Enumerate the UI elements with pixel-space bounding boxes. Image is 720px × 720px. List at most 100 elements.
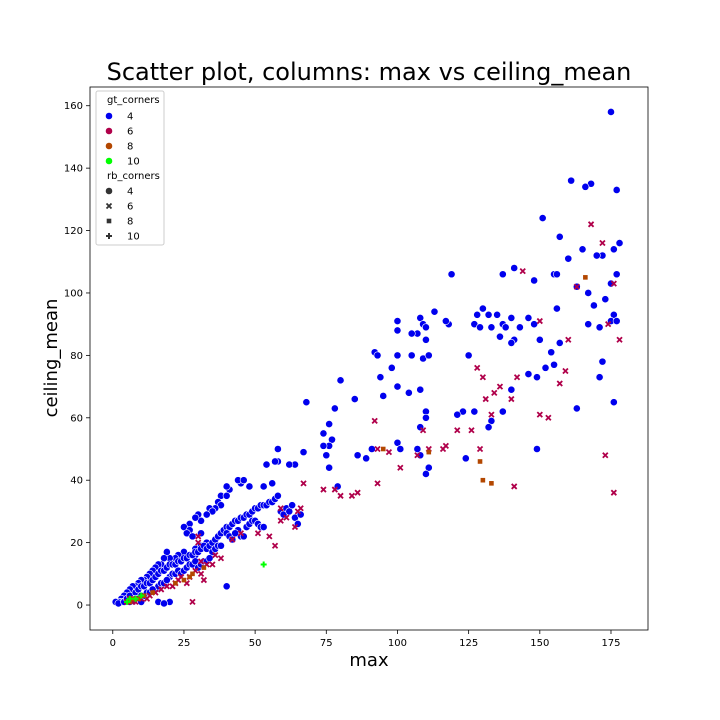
data-point (262, 460, 271, 469)
data-point (374, 445, 381, 453)
data-point (607, 108, 615, 116)
data-point (595, 323, 604, 332)
data-point (612, 186, 621, 194)
points-layer (111, 108, 624, 608)
data-point (488, 411, 495, 418)
data-point (519, 267, 526, 275)
data-point (424, 351, 433, 360)
data-point (612, 317, 621, 325)
data-point (474, 364, 481, 371)
data-point (162, 576, 171, 584)
data-point (556, 380, 563, 387)
data-point (491, 389, 498, 396)
data-point (555, 232, 564, 241)
y-tick-label: 20 (70, 538, 83, 549)
data-point (285, 460, 294, 469)
data-point (205, 554, 214, 563)
data-point (291, 523, 299, 531)
data-point (572, 404, 581, 413)
data-point (325, 463, 334, 472)
data-point (138, 592, 145, 599)
legend-hue-title: gt_corners (107, 95, 160, 106)
data-point (510, 264, 519, 272)
data-point (271, 542, 279, 549)
data-point (562, 367, 569, 375)
data-point (583, 275, 588, 280)
data-point (533, 445, 541, 453)
data-point (555, 338, 564, 347)
data-point (496, 332, 504, 341)
y-tick-label: 40 (70, 476, 83, 487)
data-point (545, 414, 552, 421)
data-point (590, 301, 598, 310)
chart-title: Scatter plot, columns: max vs ceiling_me… (107, 58, 632, 86)
data-point (237, 530, 245, 537)
data-point (511, 483, 518, 490)
data-point (599, 239, 606, 247)
data-point (299, 448, 308, 457)
data-point (260, 561, 267, 568)
data-point (188, 532, 197, 541)
data-point (416, 385, 425, 394)
data-point (538, 214, 547, 222)
data-point (479, 374, 487, 381)
data-point (587, 221, 595, 228)
data-point (419, 427, 427, 434)
data-point (592, 251, 601, 260)
data-point (489, 481, 494, 486)
data-point (612, 270, 621, 279)
data-point (595, 373, 604, 382)
data-point (371, 417, 378, 425)
data-point (231, 529, 240, 538)
data-point (353, 451, 362, 460)
data-point (578, 245, 587, 254)
data-point (602, 452, 609, 459)
data-point (464, 351, 473, 360)
y-axis: 0 20 40 60 80 100 120 140 160 (64, 101, 90, 612)
data-point (396, 445, 405, 453)
data-point (565, 336, 572, 343)
data-point (212, 551, 219, 559)
data-point (283, 514, 290, 521)
data-point (385, 448, 393, 456)
data-point (354, 489, 361, 496)
legend-style-label: 10 (127, 232, 140, 243)
data-point (441, 317, 450, 325)
data-point (217, 555, 225, 562)
legend-hue-label: 6 (127, 127, 133, 138)
data-point (201, 565, 207, 570)
y-tick-label: 60 (70, 413, 83, 424)
data-point (217, 541, 225, 550)
data-point (584, 289, 593, 297)
data-point (609, 245, 618, 254)
data-point (508, 395, 515, 403)
y-tick-label: 0 (77, 601, 83, 612)
data-point (160, 599, 168, 608)
data-point (197, 558, 205, 565)
data-point (200, 576, 208, 584)
data-point (507, 385, 516, 394)
data-point (259, 523, 268, 531)
data-point (132, 595, 139, 602)
data-point (536, 411, 543, 418)
x-tick-label: 50 (249, 638, 262, 649)
data-point (507, 338, 516, 347)
data-point (536, 317, 543, 325)
data-point (222, 491, 231, 500)
data-point (493, 310, 502, 319)
data-point (158, 586, 165, 593)
data-point (422, 335, 430, 344)
data-point (300, 480, 307, 487)
data-point (367, 445, 376, 453)
data-point (615, 239, 624, 247)
data-point (530, 276, 539, 285)
data-point (477, 459, 483, 464)
data-point (498, 270, 507, 279)
data-point (393, 326, 402, 335)
data-point (515, 323, 524, 332)
data-point (507, 314, 516, 322)
data-point (266, 533, 273, 540)
legend-hue-label: 8 (127, 142, 133, 153)
data-point (325, 420, 334, 428)
